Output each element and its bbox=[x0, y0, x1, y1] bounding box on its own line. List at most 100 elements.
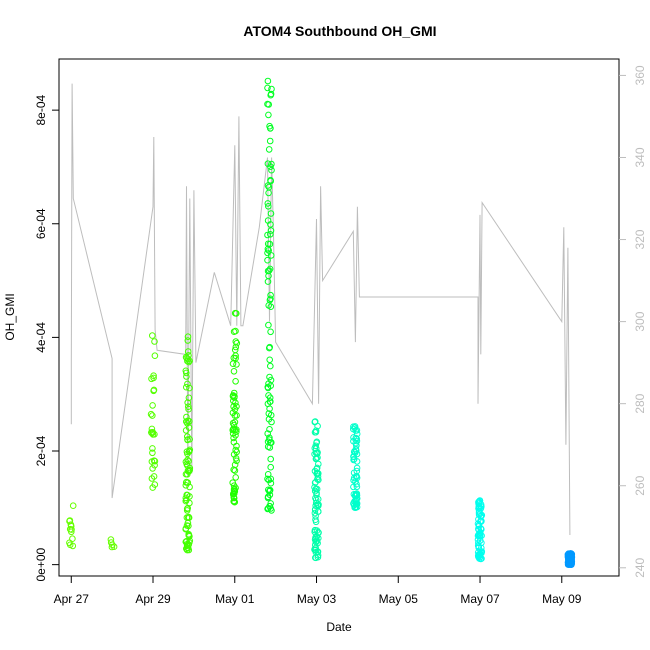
data-point bbox=[230, 397, 237, 405]
data-point bbox=[315, 460, 322, 468]
data-point bbox=[475, 511, 483, 519]
y2-tick-label: 260 bbox=[633, 475, 647, 495]
data-point bbox=[110, 543, 118, 551]
data-point bbox=[352, 497, 360, 505]
data-point bbox=[185, 358, 192, 366]
data-point bbox=[264, 430, 272, 437]
data-point bbox=[233, 412, 240, 419]
data-point bbox=[313, 455, 320, 462]
data-point bbox=[150, 386, 158, 394]
data-point bbox=[478, 511, 486, 519]
y2-tick-label: 320 bbox=[633, 229, 647, 249]
data-point bbox=[353, 464, 361, 472]
data-point bbox=[265, 302, 273, 309]
data-point bbox=[352, 427, 360, 434]
data-points bbox=[66, 77, 576, 568]
data-point bbox=[182, 367, 190, 375]
data-point bbox=[150, 473, 158, 480]
data-point bbox=[232, 446, 239, 454]
data-point bbox=[184, 436, 191, 443]
data-point bbox=[264, 84, 271, 92]
data-point bbox=[568, 558, 576, 565]
data-point bbox=[315, 529, 322, 536]
data-point bbox=[232, 338, 240, 345]
data-point bbox=[229, 479, 236, 487]
y2-axis: 240 260 280 300 320 340 360 bbox=[619, 65, 647, 578]
data-point bbox=[264, 100, 271, 108]
data-point bbox=[232, 474, 239, 481]
data-point bbox=[267, 291, 274, 299]
x-axis-label: Date bbox=[326, 620, 352, 634]
data-point bbox=[268, 85, 275, 93]
data-point bbox=[314, 473, 322, 480]
x-tick-label: Apr 29 bbox=[135, 592, 171, 606]
data-point bbox=[232, 354, 239, 362]
data-point bbox=[150, 374, 157, 382]
data-point bbox=[185, 403, 192, 411]
data-point bbox=[184, 467, 192, 474]
data-point bbox=[268, 166, 275, 174]
data-point bbox=[232, 399, 239, 407]
data-point bbox=[185, 394, 193, 402]
x-tick-label: May 05 bbox=[379, 592, 419, 606]
data-point bbox=[350, 483, 357, 491]
data-point bbox=[265, 321, 272, 329]
y2-tick-label: 240 bbox=[633, 557, 647, 577]
data-point bbox=[184, 333, 192, 341]
data-point bbox=[267, 227, 275, 234]
data-point bbox=[351, 423, 359, 430]
y2-tick-label: 340 bbox=[633, 147, 647, 167]
data-point bbox=[233, 457, 240, 465]
data-point bbox=[149, 402, 156, 409]
data-point bbox=[312, 442, 320, 450]
data-point bbox=[265, 111, 272, 119]
data-point bbox=[350, 448, 358, 456]
data-point bbox=[311, 509, 319, 517]
data-point bbox=[182, 482, 190, 489]
data-point bbox=[151, 431, 158, 438]
data-point bbox=[266, 436, 273, 444]
data-point bbox=[312, 535, 320, 543]
data-point bbox=[183, 478, 190, 486]
data-point bbox=[266, 502, 274, 510]
y2-tick-label: 300 bbox=[633, 311, 647, 331]
data-point bbox=[268, 160, 275, 168]
data-point bbox=[266, 343, 274, 351]
data-point bbox=[183, 448, 191, 456]
data-point bbox=[266, 405, 273, 413]
data-point bbox=[353, 474, 361, 482]
chart-title: ATOM4 Southbound OH_GMI bbox=[243, 23, 436, 39]
data-point bbox=[183, 491, 190, 499]
data-point bbox=[149, 429, 157, 436]
data-point bbox=[567, 555, 575, 562]
data-point bbox=[265, 203, 272, 210]
x-tick-label: May 01 bbox=[215, 592, 255, 606]
data-point bbox=[231, 393, 238, 400]
data-point bbox=[264, 267, 272, 275]
data-point bbox=[184, 348, 192, 355]
y-axis-label: OH_GMI bbox=[3, 293, 17, 340]
data-point bbox=[230, 438, 238, 446]
data-point bbox=[231, 488, 238, 496]
data-point bbox=[314, 552, 322, 559]
data-point bbox=[353, 437, 361, 445]
data-point bbox=[265, 410, 273, 417]
data-point bbox=[312, 538, 320, 546]
data-point bbox=[267, 376, 275, 384]
data-point bbox=[151, 457, 159, 465]
data-point bbox=[184, 380, 191, 388]
data-point bbox=[66, 539, 73, 547]
data-point bbox=[264, 245, 272, 253]
data-point bbox=[151, 352, 159, 360]
data-point bbox=[148, 475, 156, 482]
y-axis: 0e+00 2e-04 4e-04 6e-04 8e-04 bbox=[34, 94, 60, 581]
data-point bbox=[264, 200, 272, 207]
data-point bbox=[353, 500, 360, 508]
data-point bbox=[353, 483, 361, 491]
data-point bbox=[149, 449, 156, 457]
data-point bbox=[267, 210, 275, 217]
data-point bbox=[186, 436, 193, 443]
data-point bbox=[267, 124, 274, 132]
data-point bbox=[183, 538, 190, 545]
